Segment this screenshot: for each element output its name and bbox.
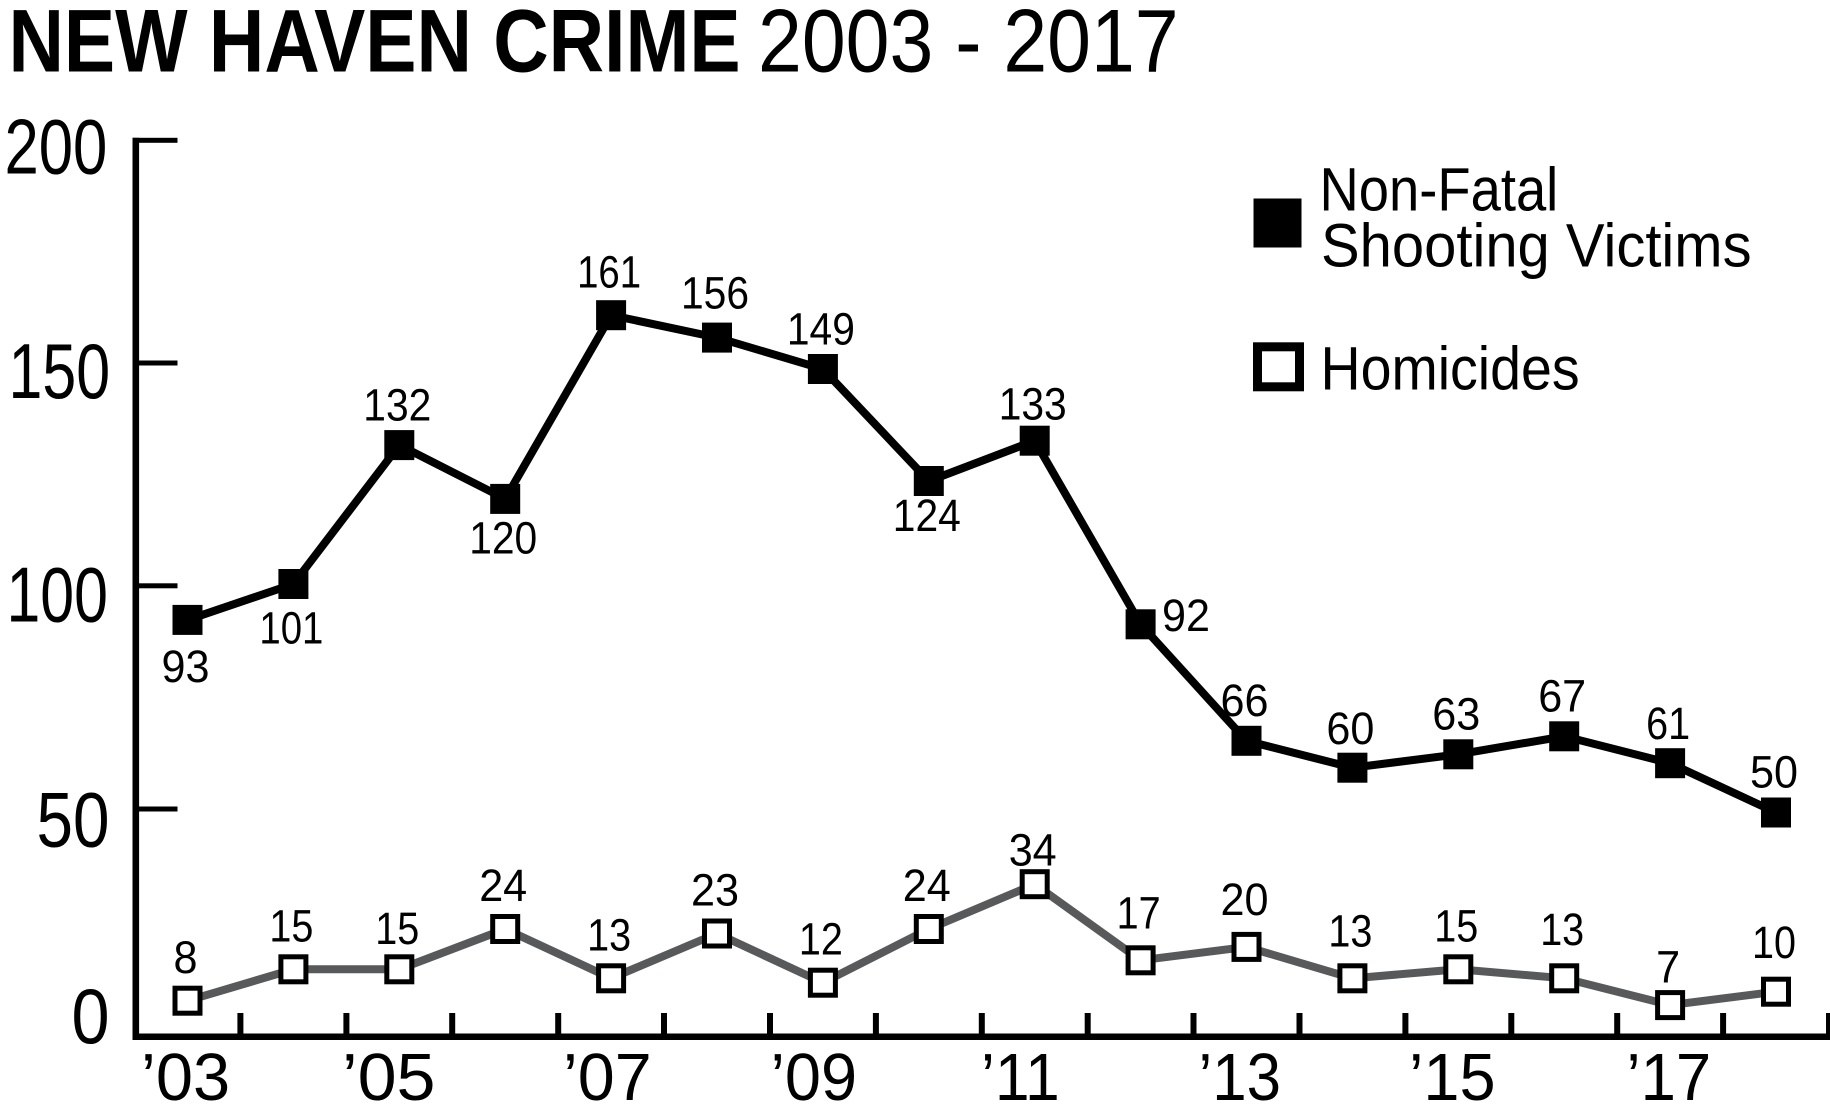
svg-text:24: 24 [479, 860, 527, 911]
svg-text:’09: ’09 [771, 1040, 858, 1114]
svg-text:120: 120 [469, 512, 537, 563]
svg-text:’07: ’07 [563, 1040, 652, 1114]
svg-text:34: 34 [1009, 824, 1057, 875]
svg-text:’15: ’15 [1409, 1040, 1496, 1114]
svg-text:13: 13 [587, 909, 631, 960]
svg-text:13: 13 [1540, 904, 1584, 955]
svg-text:NEW HAVEN CRIME: NEW HAVEN CRIME [9, 0, 741, 91]
svg-text:50: 50 [37, 776, 110, 864]
svg-text:101: 101 [259, 603, 323, 654]
svg-text:92: 92 [1162, 590, 1210, 641]
svg-text:15: 15 [1434, 900, 1478, 951]
svg-text:’13: ’13 [1199, 1040, 1282, 1114]
svg-text:60: 60 [1326, 703, 1374, 754]
svg-text:13: 13 [1328, 905, 1372, 956]
svg-text:133: 133 [999, 379, 1067, 430]
svg-text:2003 - 2017: 2003 - 2017 [758, 0, 1179, 91]
svg-text:156: 156 [681, 267, 749, 318]
svg-text:20: 20 [1221, 874, 1269, 925]
svg-text:66: 66 [1221, 675, 1269, 726]
svg-text:0: 0 [72, 972, 110, 1060]
svg-text:93: 93 [162, 641, 210, 692]
svg-text:149: 149 [787, 304, 855, 355]
svg-text:17: 17 [1117, 887, 1161, 938]
svg-text:50: 50 [1750, 747, 1798, 798]
svg-text:63: 63 [1432, 688, 1480, 739]
svg-text:23: 23 [691, 865, 739, 916]
svg-text:Shooting Victims: Shooting Victims [1321, 211, 1752, 280]
svg-text:150: 150 [9, 327, 111, 415]
svg-text:Non-Fatal: Non-Fatal [1320, 156, 1559, 225]
svg-text:100: 100 [7, 551, 108, 639]
svg-text:67: 67 [1538, 670, 1586, 721]
svg-text:7: 7 [1656, 942, 1680, 993]
svg-text:’17: ’17 [1627, 1040, 1712, 1114]
svg-text:161: 161 [577, 247, 641, 298]
svg-text:’03: ’03 [141, 1040, 230, 1114]
svg-text:12: 12 [799, 914, 843, 965]
svg-text:124: 124 [893, 490, 961, 541]
svg-text:15: 15 [375, 903, 419, 954]
svg-text:’05: ’05 [342, 1040, 436, 1114]
svg-text:8: 8 [174, 932, 198, 983]
svg-text:’11: ’11 [981, 1040, 1060, 1114]
svg-text:Homicides: Homicides [1321, 335, 1580, 404]
svg-text:200: 200 [5, 103, 108, 191]
svg-text:132: 132 [363, 379, 431, 430]
svg-text:10: 10 [1752, 917, 1796, 968]
svg-text:15: 15 [269, 901, 313, 952]
svg-text:61: 61 [1646, 698, 1690, 749]
svg-text:24: 24 [903, 860, 951, 911]
